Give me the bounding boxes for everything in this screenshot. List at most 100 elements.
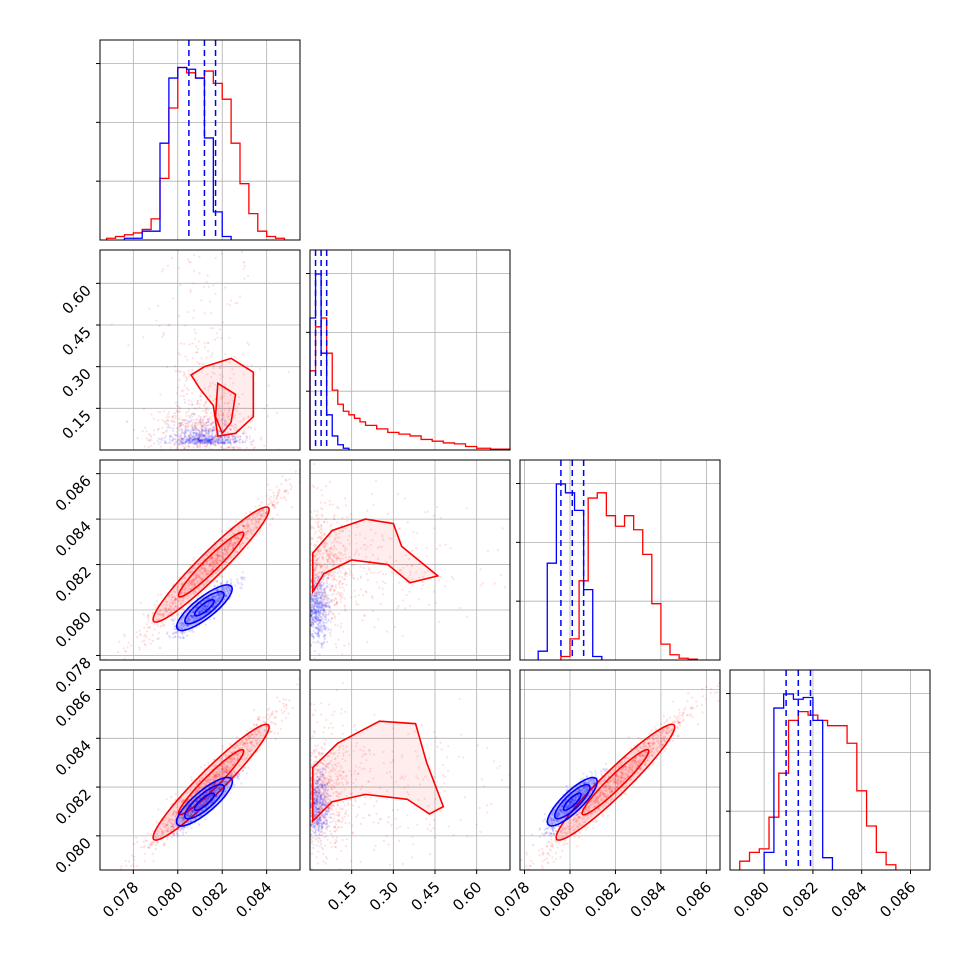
scatter-point bbox=[317, 576, 320, 579]
scatter-point bbox=[172, 433, 176, 436]
scatter-point bbox=[211, 568, 214, 571]
scatter-point bbox=[231, 434, 234, 437]
scatter-point bbox=[198, 611, 201, 614]
scatter-point bbox=[224, 770, 228, 773]
scatter-point bbox=[355, 551, 358, 554]
scatter-point bbox=[201, 440, 204, 443]
scatter-point bbox=[231, 763, 234, 766]
scatter-point bbox=[232, 547, 235, 550]
scatter-point bbox=[333, 544, 336, 547]
scatter-point bbox=[201, 439, 204, 442]
scatter-point bbox=[132, 863, 135, 866]
scatter-point bbox=[318, 606, 321, 609]
scatter-point bbox=[218, 773, 221, 776]
scatter-point bbox=[187, 572, 190, 575]
scatter-point bbox=[206, 429, 209, 432]
scatter-point bbox=[371, 596, 374, 600]
scatter-point bbox=[148, 638, 151, 641]
scatter-point bbox=[336, 557, 339, 560]
scatter-point bbox=[206, 580, 210, 583]
scatter-point bbox=[206, 440, 210, 443]
scatter-point bbox=[439, 516, 442, 519]
scatter-point bbox=[211, 566, 214, 569]
scatter-point bbox=[161, 614, 164, 617]
scatter-point bbox=[252, 439, 255, 442]
scatter-point bbox=[214, 600, 217, 604]
scatter-point bbox=[216, 440, 219, 443]
scatter-point bbox=[199, 419, 202, 422]
scatter-point bbox=[213, 775, 216, 778]
scatter-point bbox=[316, 557, 319, 560]
scatter-point bbox=[207, 420, 210, 424]
scatter-point bbox=[319, 538, 323, 541]
scatter-point bbox=[200, 439, 204, 442]
scatter-point bbox=[328, 535, 331, 538]
scatter-point bbox=[174, 598, 178, 601]
scatter-point bbox=[146, 846, 150, 849]
scatter-point bbox=[322, 593, 325, 596]
scatter-point bbox=[311, 632, 314, 636]
scatter-point bbox=[194, 438, 198, 441]
scatter-point bbox=[230, 543, 234, 546]
scatter-point bbox=[231, 542, 234, 545]
scatter-point bbox=[339, 579, 342, 583]
scatter-point bbox=[147, 846, 151, 849]
scatter-point bbox=[327, 576, 330, 579]
scatter-point bbox=[226, 431, 230, 434]
scatter-point bbox=[207, 761, 210, 764]
scatter-point bbox=[316, 612, 320, 615]
scatter-point bbox=[317, 525, 320, 529]
panel-frame bbox=[99, 459, 301, 661]
scatter-point bbox=[328, 606, 331, 610]
scatter-point bbox=[159, 411, 162, 414]
scatter-point bbox=[226, 438, 230, 441]
scatter-point bbox=[316, 623, 320, 626]
scatter-point bbox=[204, 438, 207, 441]
scatter-point bbox=[181, 622, 184, 625]
scatter-point bbox=[206, 603, 209, 606]
scatter-point bbox=[188, 442, 191, 445]
scatter-point bbox=[323, 542, 326, 545]
scatter-point bbox=[193, 583, 197, 586]
scatter-point bbox=[214, 773, 218, 776]
scatter-point bbox=[178, 444, 181, 447]
scatter-point bbox=[195, 432, 198, 435]
scatter-point bbox=[193, 437, 196, 441]
scatter-point bbox=[333, 599, 336, 602]
scatter-point bbox=[179, 440, 183, 443]
scatter-point bbox=[310, 608, 313, 612]
scatter-point bbox=[187, 434, 190, 438]
scatter-point bbox=[216, 776, 219, 779]
scatter-point bbox=[187, 424, 190, 428]
scatter-point bbox=[249, 529, 252, 532]
scatter-point bbox=[190, 614, 193, 617]
scatter-point bbox=[275, 497, 278, 500]
scatter-point bbox=[163, 441, 167, 445]
scatter-point bbox=[319, 536, 322, 539]
scatter-point bbox=[207, 408, 210, 412]
scatter-point bbox=[126, 420, 129, 423]
scatter-point bbox=[224, 286, 227, 289]
scatter-point bbox=[199, 444, 202, 447]
scatter-point bbox=[223, 753, 226, 757]
scatter-point bbox=[249, 735, 252, 738]
scatter-point bbox=[311, 595, 315, 598]
scatter-point bbox=[345, 548, 348, 551]
scatter-point bbox=[310, 643, 313, 647]
scatter-point bbox=[191, 403, 194, 406]
scatter-point bbox=[230, 759, 234, 763]
scatter-point bbox=[314, 582, 318, 585]
scatter-point bbox=[241, 541, 244, 545]
scatter-point bbox=[152, 417, 155, 420]
scatter-point bbox=[149, 841, 152, 844]
scatter-point bbox=[198, 440, 201, 443]
scatter-point bbox=[180, 419, 184, 422]
scatter-point bbox=[219, 776, 222, 779]
scatter-point bbox=[203, 427, 207, 430]
scatter-point bbox=[157, 410, 160, 413]
scatter-point bbox=[328, 631, 332, 635]
scatter-point bbox=[231, 751, 234, 754]
scatter-point bbox=[192, 619, 195, 622]
scatter-point bbox=[326, 596, 330, 600]
scatter-point bbox=[199, 432, 202, 435]
